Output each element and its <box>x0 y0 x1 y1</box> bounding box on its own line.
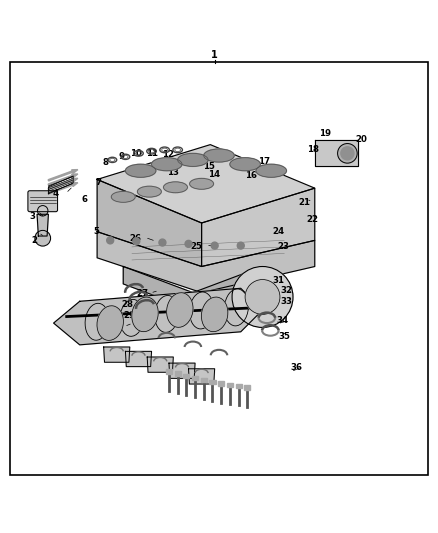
Polygon shape <box>147 357 173 372</box>
Circle shape <box>185 240 192 247</box>
Text: 30: 30 <box>111 323 123 332</box>
Ellipse shape <box>138 186 161 197</box>
Text: 35: 35 <box>279 332 291 341</box>
Ellipse shape <box>190 292 214 329</box>
Text: 34: 34 <box>277 316 289 325</box>
Ellipse shape <box>230 158 260 171</box>
Text: 13: 13 <box>167 168 179 177</box>
Text: 1: 1 <box>211 50 218 60</box>
Text: 10: 10 <box>131 149 142 158</box>
Text: 24: 24 <box>272 227 285 236</box>
Circle shape <box>38 206 48 216</box>
Text: 6: 6 <box>82 195 88 204</box>
Ellipse shape <box>132 297 158 332</box>
Text: 2: 2 <box>31 236 37 245</box>
Ellipse shape <box>178 154 208 166</box>
Text: 14: 14 <box>208 169 220 179</box>
Circle shape <box>107 237 114 244</box>
Polygon shape <box>37 214 48 236</box>
Text: 15: 15 <box>203 162 215 171</box>
Text: 21: 21 <box>298 198 310 207</box>
Polygon shape <box>104 347 130 362</box>
Text: 31: 31 <box>272 276 284 285</box>
Ellipse shape <box>204 149 234 162</box>
Circle shape <box>232 266 293 327</box>
Text: 25: 25 <box>190 242 202 251</box>
Text: 32: 32 <box>281 286 293 295</box>
FancyBboxPatch shape <box>184 374 189 378</box>
Polygon shape <box>125 351 152 367</box>
Ellipse shape <box>111 191 135 203</box>
Text: 29: 29 <box>123 311 135 320</box>
FancyBboxPatch shape <box>218 382 224 386</box>
Text: 9: 9 <box>118 152 124 161</box>
FancyArrow shape <box>48 183 78 194</box>
Circle shape <box>211 242 218 249</box>
Text: 33: 33 <box>281 297 293 306</box>
FancyArrow shape <box>48 169 78 181</box>
Polygon shape <box>188 369 215 384</box>
FancyBboxPatch shape <box>175 372 181 376</box>
Text: 26: 26 <box>129 233 141 243</box>
FancyBboxPatch shape <box>28 191 57 212</box>
Polygon shape <box>97 180 201 266</box>
FancyBboxPatch shape <box>244 385 251 390</box>
Ellipse shape <box>155 295 179 333</box>
Text: 4: 4 <box>53 189 59 198</box>
Text: 20: 20 <box>355 135 367 144</box>
Text: 5: 5 <box>93 227 99 236</box>
Text: 3: 3 <box>30 212 36 221</box>
Ellipse shape <box>120 300 144 336</box>
Polygon shape <box>53 288 262 345</box>
FancyBboxPatch shape <box>236 384 242 389</box>
FancyBboxPatch shape <box>209 380 215 384</box>
Text: 18: 18 <box>307 146 319 155</box>
Text: 36: 36 <box>290 363 302 372</box>
Circle shape <box>341 147 354 160</box>
Text: 23: 23 <box>277 243 289 252</box>
Ellipse shape <box>97 306 124 341</box>
Circle shape <box>245 279 280 314</box>
Ellipse shape <box>256 164 286 177</box>
Ellipse shape <box>152 158 182 171</box>
Text: 19: 19 <box>319 130 331 138</box>
Circle shape <box>159 239 166 246</box>
FancyBboxPatch shape <box>166 369 172 374</box>
Text: 16: 16 <box>245 171 257 180</box>
FancyBboxPatch shape <box>192 376 198 380</box>
Text: 27: 27 <box>137 289 149 298</box>
Circle shape <box>237 242 244 249</box>
Ellipse shape <box>338 143 357 163</box>
Circle shape <box>133 238 140 245</box>
Polygon shape <box>97 144 315 223</box>
Polygon shape <box>315 140 358 166</box>
Text: 8: 8 <box>103 158 109 166</box>
Polygon shape <box>97 232 315 293</box>
Text: 7: 7 <box>95 179 101 188</box>
Ellipse shape <box>190 179 214 189</box>
Polygon shape <box>169 363 195 378</box>
Text: 11: 11 <box>146 149 158 158</box>
FancyBboxPatch shape <box>227 383 233 387</box>
Text: 17: 17 <box>258 157 270 166</box>
Polygon shape <box>123 266 262 310</box>
Text: 12: 12 <box>162 150 174 159</box>
Ellipse shape <box>224 289 248 326</box>
FancyArrow shape <box>48 179 78 190</box>
FancyArrow shape <box>48 174 78 185</box>
Circle shape <box>35 230 50 246</box>
Ellipse shape <box>201 297 228 332</box>
Text: 22: 22 <box>307 215 318 224</box>
Polygon shape <box>201 188 315 266</box>
Text: 28: 28 <box>122 300 134 309</box>
Ellipse shape <box>163 182 187 193</box>
Ellipse shape <box>125 164 156 177</box>
FancyBboxPatch shape <box>201 378 207 382</box>
Ellipse shape <box>166 293 193 327</box>
Ellipse shape <box>85 303 109 340</box>
